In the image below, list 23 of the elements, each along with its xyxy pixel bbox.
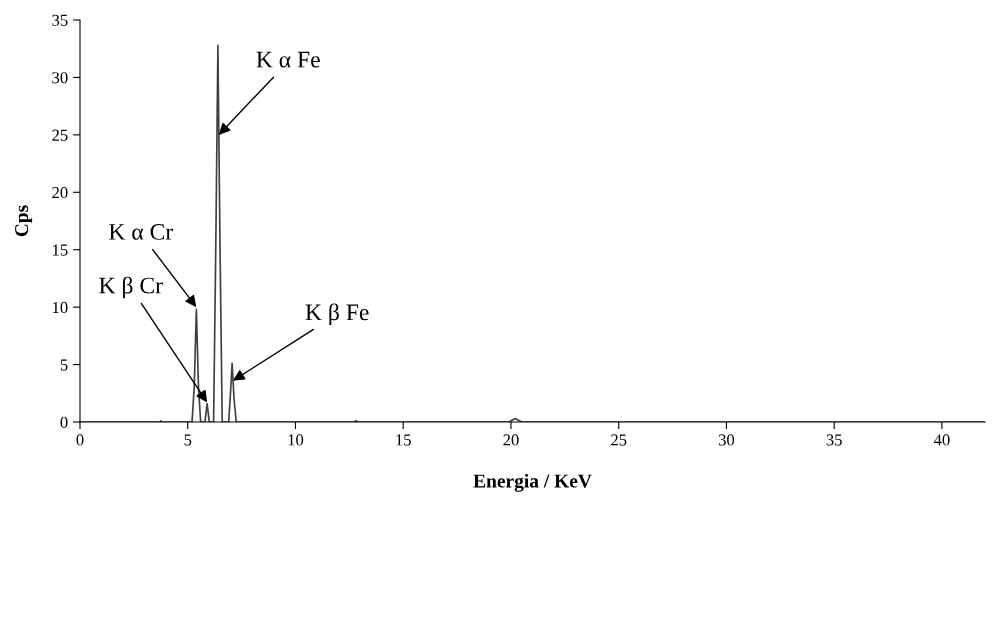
x-tick-label: 25 bbox=[611, 434, 627, 446]
y-tick-label: 0 bbox=[60, 416, 68, 428]
x-tick-label: 40 bbox=[933, 434, 950, 446]
y-tick-label: 20 bbox=[52, 186, 68, 199]
annotation: K β Fe bbox=[305, 303, 369, 326]
x-tick-label: 35 bbox=[826, 434, 842, 446]
annotation: K α Fe bbox=[256, 51, 320, 68]
x-tick-label: 15 bbox=[396, 434, 411, 446]
x-axis-title: Energia / KeV bbox=[473, 473, 592, 492]
x-tick-label: 20 bbox=[503, 434, 519, 446]
y-tick-label: 15 bbox=[52, 244, 68, 256]
y-tick-label: 10 bbox=[52, 301, 68, 314]
y-tick-label: 35 bbox=[52, 14, 68, 26]
annotation: K β Cr bbox=[99, 276, 163, 299]
y-axis-title: Cps bbox=[15, 205, 33, 237]
x-tick-label: 0 bbox=[76, 434, 84, 446]
x-tick-label: 5 bbox=[184, 434, 192, 446]
y-tick-label: 25 bbox=[52, 129, 68, 141]
x-tick-label: 10 bbox=[288, 434, 304, 446]
annotation: K α Cr bbox=[109, 223, 174, 240]
x-tick-label: 30 bbox=[718, 434, 735, 446]
y-tick-label: 5 bbox=[60, 359, 68, 371]
y-tick-label: 30 bbox=[52, 72, 68, 84]
